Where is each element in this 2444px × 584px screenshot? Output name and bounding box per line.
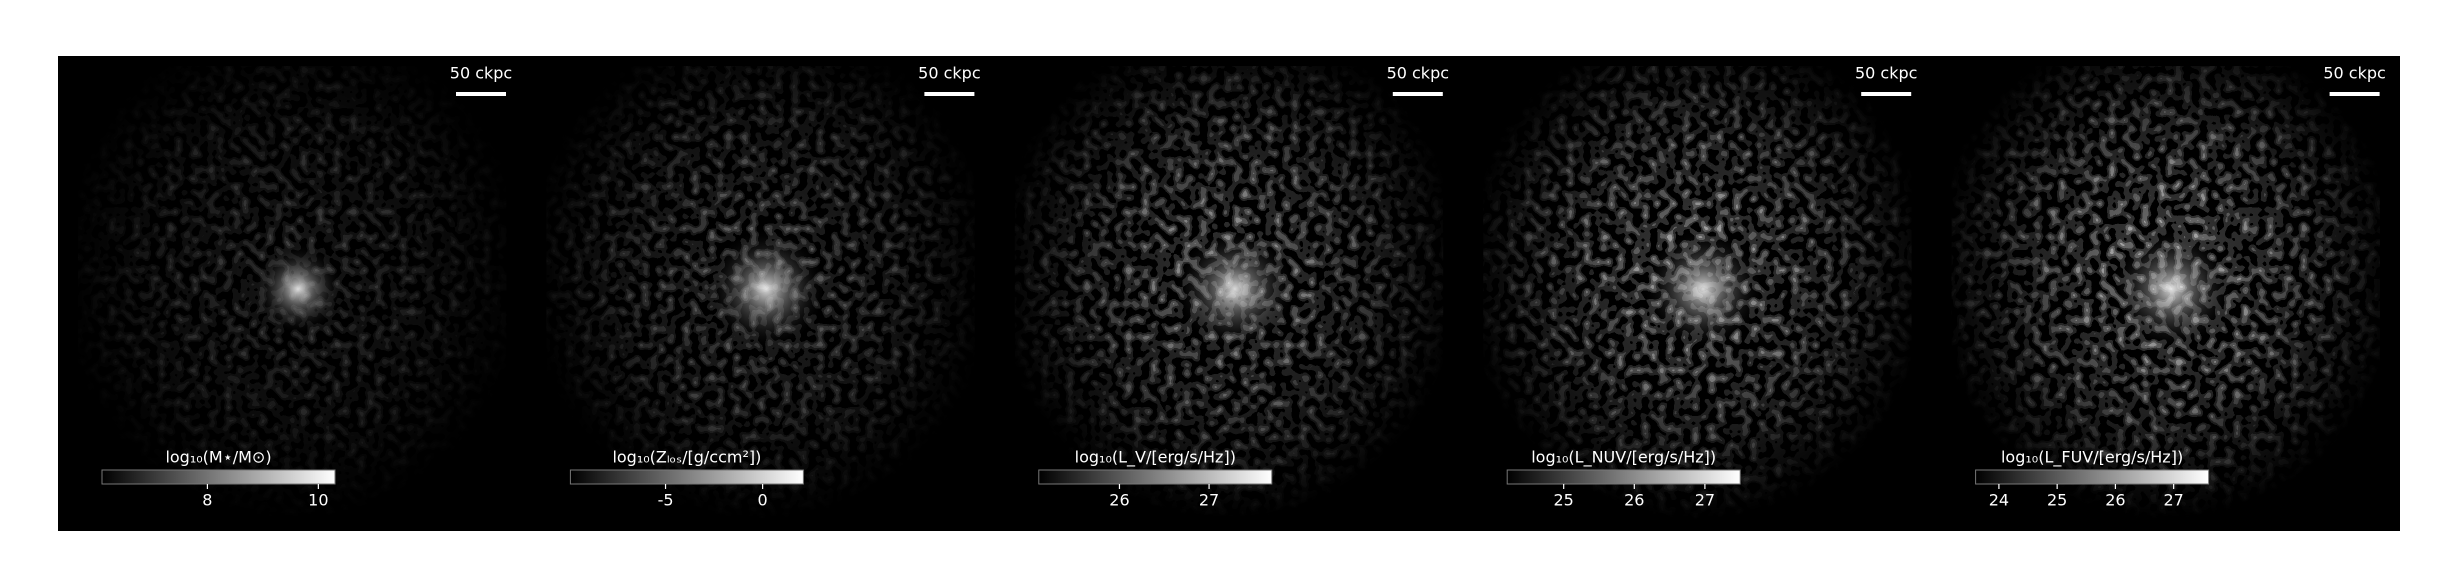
colorbar-tick-label: -5 [658,491,674,510]
colorbar-tick-label: 10 [308,491,328,510]
colorbar-tick-label: 26 [2105,491,2125,510]
colorbar-label: log₁₀(M⋆/M⊙) [165,448,271,467]
colorbar-tick-label: 27 [1695,491,1715,510]
colorbar-tick-label: 27 [1199,491,1219,510]
scale-label: 50 ckpc [2323,64,2385,83]
colorbar-tick-label: 26 [1624,491,1644,510]
colorbar [569,469,804,485]
colorbar-tick-label: 27 [2163,491,2183,510]
colorbar-tick-label: 0 [758,491,768,510]
map-core [253,244,343,334]
colorbar [1506,469,1741,485]
colorbar-tick-label: 25 [1554,491,1574,510]
map-core [706,229,827,349]
scale-label: 50 ckpc [918,64,980,83]
map-core [1643,229,1764,349]
scale-label: 50 ckpc [1855,64,1917,83]
colorbar-label: log₁₀(L_NUV/[erg/s/Hz]) [1531,448,1716,468]
colorbar [101,469,336,485]
scale-label: 50 ckpc [1387,64,1449,83]
scale-label: 50 ckpc [450,64,512,83]
colorbar-tick-label: 26 [1109,491,1129,510]
colorbar-tick-label: 8 [202,491,212,510]
colorbar [1038,469,1273,485]
colorbar-tick-label: 25 [2047,491,2067,510]
map-core [1174,229,1295,349]
colorbar-label: log₁₀(L_FUV/[erg/s/Hz]) [2001,448,2183,468]
colorbar-tick-label: 24 [1989,491,2009,510]
map-core [2111,229,2232,349]
colorbar [1975,469,2210,485]
colorbar-label: log₁₀(Zₗₒₛ/[g/ccm²]) [612,448,761,467]
colorbar-label: log₁₀(L_V/[erg/s/Hz]) [1075,448,1236,468]
